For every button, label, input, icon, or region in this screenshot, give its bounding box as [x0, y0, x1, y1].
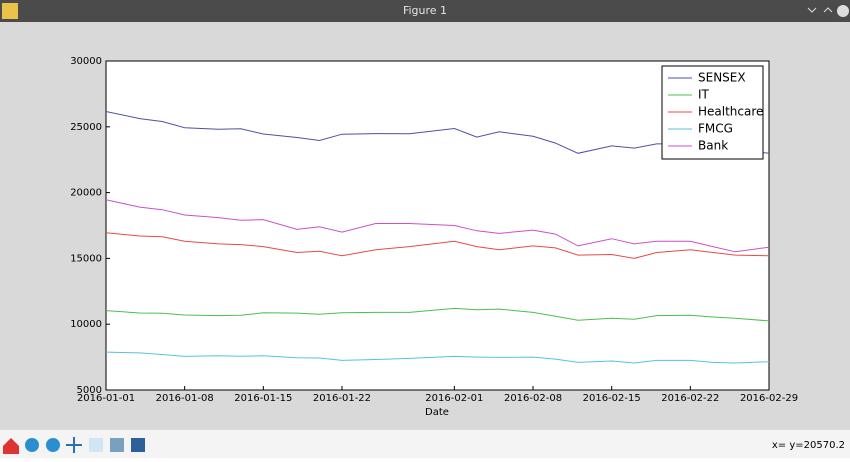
close-button[interactable] — [837, 5, 849, 17]
y-tick-label: 25000 — [70, 122, 102, 133]
x-tick-label: 2016-01-22 — [313, 393, 371, 404]
title-bar — [0, 0, 850, 22]
forward-button[interactable] — [46, 438, 60, 452]
y-tick-label: 5000 — [77, 385, 102, 396]
legend-label: SENSEX — [698, 71, 746, 85]
legend-label: Healthcare — [698, 105, 763, 119]
y-tick-label: 15000 — [70, 253, 102, 264]
toolbar-buttons — [3, 437, 145, 454]
y-tick-label: 20000 — [70, 188, 102, 199]
y-tick-label: 30000 — [70, 56, 102, 67]
x-tick-label: 2016-01-01 — [77, 393, 135, 404]
legend-label: Bank — [698, 139, 728, 153]
series-line — [105, 307, 770, 322]
x-axis-label: Date — [425, 407, 449, 418]
x-tick-label: 2016-01-15 — [234, 393, 292, 404]
app-icon — [2, 3, 18, 19]
status-text: x= y=20570.2 — [772, 440, 845, 451]
legend-label: FMCG — [698, 122, 733, 136]
plot-area — [105, 60, 770, 391]
legend-label: IT — [698, 88, 710, 102]
x-tick-label: 2016-02-15 — [583, 393, 641, 404]
x-tick-label: 2016-02-22 — [661, 393, 719, 404]
series-line — [105, 111, 770, 154]
series-line — [105, 232, 770, 259]
subplots-button[interactable] — [110, 438, 124, 452]
minimize-button[interactable] — [807, 7, 817, 13]
x-tick-label: 2016-01-08 — [156, 393, 214, 404]
toolbar — [0, 430, 850, 458]
maximize-button[interactable] — [823, 7, 833, 13]
window-title: Figure 1 — [403, 4, 447, 17]
pan-button[interactable] — [66, 437, 82, 453]
save-button[interactable] — [131, 438, 145, 452]
home-button[interactable] — [3, 438, 19, 454]
x-tick-label: 2016-02-01 — [425, 393, 483, 404]
x-tick-label: 2016-02-08 — [504, 393, 562, 404]
back-button[interactable] — [25, 438, 39, 452]
series-line — [105, 199, 770, 253]
zoom-button[interactable] — [89, 438, 103, 452]
x-tick-label: 2016-02-29 — [740, 393, 798, 404]
series-line — [105, 351, 770, 364]
y-tick-label: 10000 — [70, 319, 102, 330]
